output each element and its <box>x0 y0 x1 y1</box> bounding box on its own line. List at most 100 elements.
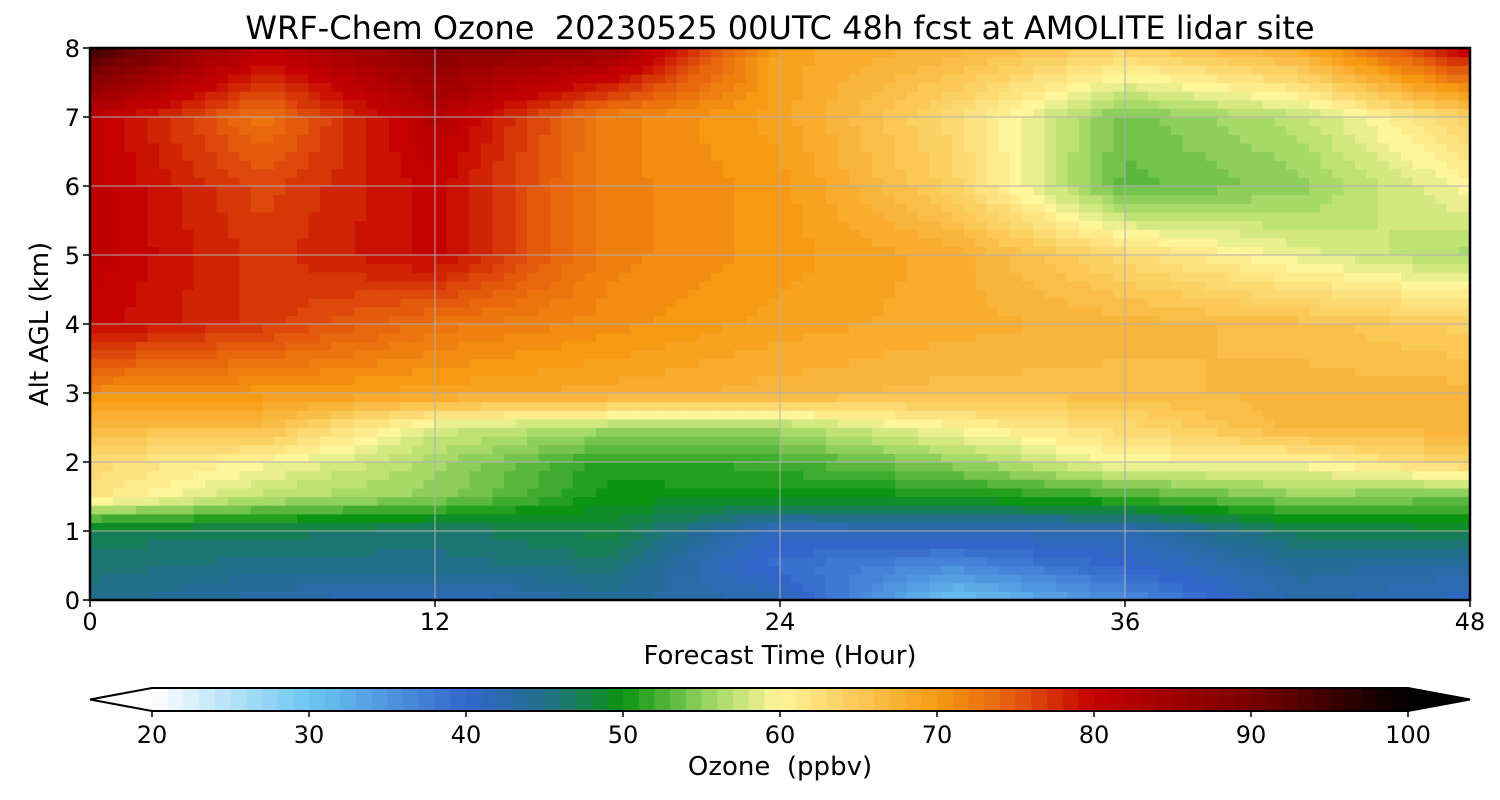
heatmap-cell <box>619 522 632 532</box>
heatmap-cell <box>1412 401 1425 411</box>
heatmap-cell <box>550 505 563 515</box>
heatmap-cell <box>1067 539 1080 549</box>
heatmap-cell <box>872 375 885 385</box>
heatmap-cell <box>504 280 517 291</box>
heatmap-cell <box>642 272 655 282</box>
heatmap-cell <box>159 255 172 265</box>
heatmap-cell <box>964 496 977 506</box>
heatmap-cell <box>1079 263 1092 273</box>
heatmap-cell <box>262 505 275 515</box>
heatmap-cell <box>1182 418 1195 429</box>
heatmap-cell <box>251 324 264 334</box>
heatmap-cell <box>642 341 655 351</box>
heatmap-cell <box>481 582 494 592</box>
heatmap-cell <box>274 289 287 299</box>
heatmap-cell <box>1113 496 1126 506</box>
heatmap-cell <box>389 375 402 385</box>
heatmap-cell <box>1136 255 1149 265</box>
heatmap-cell <box>1159 513 1172 523</box>
heatmap-cell <box>1263 401 1276 411</box>
heatmap-cell <box>515 246 528 256</box>
heatmap-cell <box>274 332 287 342</box>
heatmap-cell <box>1366 298 1379 308</box>
heatmap-cell <box>745 315 758 325</box>
heatmap-cell <box>147 565 160 575</box>
heatmap-cell <box>285 591 298 601</box>
heatmap-cell <box>1240 298 1253 308</box>
heatmap-cell <box>251 375 264 385</box>
heatmap-cell <box>492 487 505 498</box>
heatmap-cell <box>193 298 206 308</box>
heatmap-cell <box>1240 444 1253 454</box>
heatmap-cell <box>1447 298 1460 308</box>
heatmap-cell <box>504 548 517 558</box>
heatmap-cell <box>1274 332 1287 342</box>
heatmap-cell <box>941 418 954 429</box>
heatmap-cell <box>860 410 873 420</box>
heatmap-cell <box>791 401 804 411</box>
heatmap-cell <box>1309 315 1322 325</box>
heatmap-cell <box>1401 462 1414 472</box>
heatmap-cell <box>435 384 448 394</box>
heatmap-cell <box>607 418 620 429</box>
heatmap-cell <box>1286 479 1299 489</box>
heatmap-cell <box>676 556 689 567</box>
heatmap-cell <box>205 487 218 498</box>
heatmap-cell <box>768 496 781 506</box>
heatmap-cell <box>1263 367 1276 377</box>
heatmap-cell <box>607 280 620 291</box>
heatmap-cell <box>1412 565 1425 575</box>
heatmap-cell <box>768 444 781 454</box>
heatmap-cell <box>607 332 620 342</box>
heatmap-cell <box>607 479 620 489</box>
heatmap-cell <box>320 496 333 506</box>
heatmap-cell <box>331 427 344 437</box>
heatmap-cell <box>826 496 839 506</box>
heatmap-cell <box>998 436 1011 446</box>
heatmap-cell <box>1033 591 1046 601</box>
heatmap-cell <box>492 591 505 601</box>
heatmap-cell <box>1125 341 1138 351</box>
heatmap-cell <box>262 496 275 506</box>
heatmap-cell <box>630 358 643 368</box>
heatmap-cell <box>1378 539 1391 549</box>
heatmap-cell <box>170 306 183 316</box>
heatmap-cell <box>837 453 850 463</box>
heatmap-cell <box>1355 565 1368 575</box>
heatmap-cell <box>1067 341 1080 351</box>
heatmap-cell <box>1424 306 1437 316</box>
heatmap-cell <box>998 358 1011 368</box>
heatmap-cell <box>642 237 655 247</box>
heatmap-cell <box>1079 367 1092 377</box>
heatmap-cell <box>998 410 1011 420</box>
heatmap-cell <box>228 280 241 291</box>
heatmap-cell <box>113 427 126 437</box>
heatmap-cell <box>607 315 620 325</box>
heatmap-cell <box>1297 574 1310 584</box>
heatmap-cell <box>504 358 517 368</box>
heatmap-cell <box>1366 349 1379 360</box>
heatmap-cell <box>1309 436 1322 446</box>
heatmap-cell <box>1217 574 1230 584</box>
heatmap-cell <box>251 470 264 480</box>
heatmap-cell <box>412 341 425 351</box>
heatmap-cell <box>1263 358 1276 368</box>
heatmap-cell <box>193 531 206 541</box>
heatmap-cell <box>872 513 885 523</box>
heatmap-cell <box>1228 315 1241 325</box>
heatmap-cell <box>1343 496 1356 506</box>
heatmap-cell <box>573 565 586 575</box>
heatmap-cell <box>331 505 344 515</box>
heatmap-cell <box>1067 470 1080 480</box>
heatmap-cell <box>596 539 609 549</box>
heatmap-cell <box>711 341 724 351</box>
heatmap-cell <box>1389 582 1402 592</box>
heatmap-cell <box>538 418 551 429</box>
heatmap-cell <box>481 332 494 342</box>
heatmap-cell <box>895 496 908 506</box>
heatmap-cell <box>745 548 758 558</box>
heatmap-cell <box>895 410 908 420</box>
heatmap-cell <box>1401 306 1414 316</box>
heatmap-cell <box>1343 375 1356 385</box>
heatmap-cell <box>1366 565 1379 575</box>
